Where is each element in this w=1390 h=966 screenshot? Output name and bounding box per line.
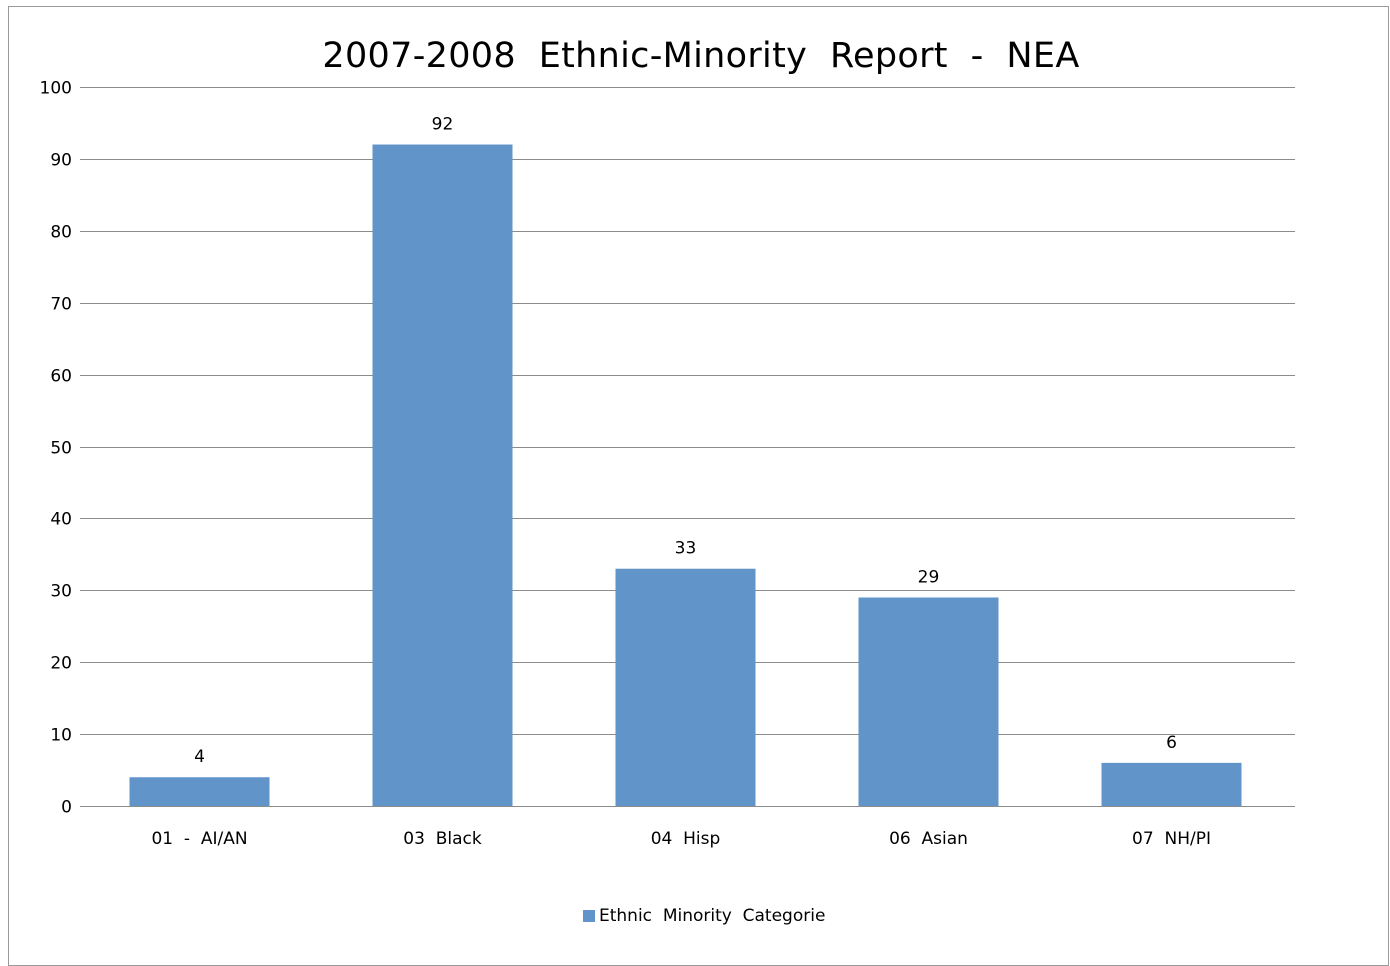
y-tick-label: 10 bbox=[50, 726, 72, 746]
x-tick-label: 01 - AI/AN bbox=[151, 829, 247, 849]
y-axis-ticks: 0 10 20 30 40 50 60 70 80 90 100 bbox=[40, 79, 72, 818]
x-tick-label: 04 Hisp bbox=[651, 829, 721, 849]
legend: Ethnic Minority Categorie bbox=[583, 904, 847, 928]
chart-title: 2007-2008 Ethnic-Minority Report - NEA bbox=[322, 36, 1080, 76]
x-axis-ticks: 01 - AI/AN 03 Black 04 Hisp 06 Asian 07 NH/P… bbox=[151, 829, 1211, 849]
y-tick-label: 70 bbox=[50, 295, 72, 315]
data-label: 29 bbox=[918, 567, 940, 587]
bar bbox=[129, 777, 270, 806]
y-tick-label: 0 bbox=[61, 798, 72, 818]
y-tick-label: 50 bbox=[50, 439, 72, 459]
y-tick-label: 20 bbox=[50, 654, 72, 674]
data-label: 6 bbox=[1166, 733, 1177, 753]
y-tick-label: 90 bbox=[50, 151, 72, 171]
x-tick-label: 07 NH/PI bbox=[1132, 829, 1211, 849]
data-label: 92 bbox=[432, 115, 454, 135]
x-tick-label: 06 Asian bbox=[889, 829, 968, 849]
y-tick-label: 100 bbox=[40, 79, 72, 99]
y-tick-label: 60 bbox=[50, 367, 72, 387]
bar bbox=[1101, 762, 1242, 806]
bar bbox=[615, 568, 756, 806]
x-tick-label: 03 Black bbox=[403, 829, 482, 849]
bar-chart: 4 92 33 29 6 0 10 20 30 40 50 60 70 80 90 100 01 - AI/… bbox=[40, 79, 1295, 849]
data-label: 33 bbox=[675, 539, 697, 559]
bars bbox=[129, 144, 1242, 806]
y-tick-label: 40 bbox=[50, 510, 72, 530]
bar bbox=[372, 144, 513, 806]
legend-swatch bbox=[583, 910, 595, 922]
y-tick-label: 80 bbox=[50, 223, 72, 243]
data-labels: 4 92 33 29 6 bbox=[194, 115, 1177, 768]
y-tick-label: 30 bbox=[50, 582, 72, 602]
legend-label: Ethnic Minority Categorie bbox=[599, 906, 826, 926]
bar bbox=[858, 597, 999, 806]
data-label: 4 bbox=[194, 747, 205, 767]
